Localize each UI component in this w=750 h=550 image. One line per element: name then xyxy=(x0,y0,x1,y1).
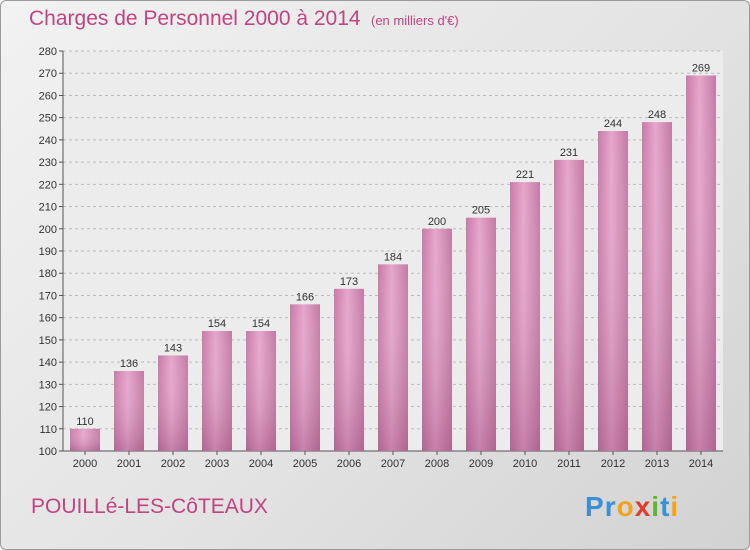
logo-letter: P xyxy=(585,491,605,522)
bar-shade xyxy=(686,75,716,451)
y-tick-label: 260 xyxy=(39,90,57,102)
bar-shade xyxy=(70,428,100,451)
bar-shade xyxy=(202,331,232,451)
logo-letter: i xyxy=(651,491,661,522)
data-label: 221 xyxy=(516,169,534,181)
x-tick-label: 2009 xyxy=(469,458,493,470)
data-label: 154 xyxy=(252,318,270,330)
x-tick-label: 2010 xyxy=(513,458,537,470)
x-tick-label: 2003 xyxy=(205,458,229,470)
y-tick-label: 150 xyxy=(39,335,57,347)
y-tick-label: 250 xyxy=(39,113,57,125)
data-label: 231 xyxy=(560,147,578,159)
x-tick-label: 2008 xyxy=(425,458,449,470)
y-tick-label: 100 xyxy=(39,446,57,458)
bar-shade xyxy=(114,371,144,451)
x-tick-label: 2004 xyxy=(249,458,273,470)
x-tick-label: 2002 xyxy=(161,458,185,470)
y-tick-label: 280 xyxy=(39,46,57,58)
y-tick-label: 230 xyxy=(39,157,57,169)
chart-unit: (en milliers d'€) xyxy=(371,13,459,28)
data-label: 205 xyxy=(472,205,490,217)
town-name: POUILLé-LES-CôTEAUX xyxy=(31,495,268,518)
bar-shade xyxy=(422,228,452,451)
bar-shade xyxy=(334,288,364,451)
y-tick-label: 210 xyxy=(39,202,57,214)
label-layer: 110 136 143 154 154 166 173 184 200 205 221 231 244 2… xyxy=(76,62,710,427)
x-tick-label: 2007 xyxy=(381,458,405,470)
y-tick-label: 190 xyxy=(39,246,57,258)
x-tick-label: 2006 xyxy=(337,458,361,470)
data-label: 110 xyxy=(76,416,94,428)
data-label: 248 xyxy=(648,109,666,121)
bar-shade xyxy=(378,264,408,451)
proxiti-logo: Proxiti xyxy=(585,491,679,523)
logo-letter: r xyxy=(604,491,617,522)
x-tick-label: 2011 xyxy=(557,458,581,470)
data-label: 166 xyxy=(296,291,314,303)
y-tick-label: 220 xyxy=(39,179,57,191)
data-label: 136 xyxy=(120,358,138,370)
y-tick-label: 270 xyxy=(39,68,57,80)
data-label: 244 xyxy=(604,118,622,130)
data-label: 200 xyxy=(428,216,446,228)
y-tick-label: 110 xyxy=(39,424,57,436)
bar-shade xyxy=(554,159,584,451)
logo-letter: x xyxy=(634,491,652,522)
bar-layer xyxy=(70,75,716,451)
y-tick-label: 170 xyxy=(39,290,57,302)
data-label: 173 xyxy=(340,276,358,288)
chart-title: Charges de Personnel 2000 à 2014 xyxy=(29,7,361,30)
y-tick-label: 180 xyxy=(39,268,57,280)
y-tick-label: 120 xyxy=(39,402,57,414)
y-tick-label: 200 xyxy=(39,224,57,236)
y-tick-label: 130 xyxy=(39,379,57,391)
bar-shade xyxy=(158,355,188,451)
bar-shade xyxy=(246,331,276,451)
data-label: 143 xyxy=(164,342,182,354)
axis-layer: 100 110 120 130 140 150 160 170 180 190 200 210 220 2… xyxy=(39,46,723,470)
y-tick-label: 140 xyxy=(39,357,57,369)
x-tick-label: 2000 xyxy=(73,458,97,470)
bar-shade xyxy=(466,217,496,451)
x-tick-label: 2005 xyxy=(293,458,317,470)
bar-shade xyxy=(290,304,320,451)
x-tick-label: 2013 xyxy=(645,458,669,470)
logo-letter: o xyxy=(616,491,635,522)
bar-shade xyxy=(510,182,540,451)
y-tick-label: 240 xyxy=(39,135,57,147)
y-tick-label: 160 xyxy=(39,313,57,325)
logo-letter: t xyxy=(660,491,671,522)
x-tick-label: 2001 xyxy=(117,458,141,470)
x-tick-label: 2012 xyxy=(601,458,625,470)
bar-shade xyxy=(598,131,628,451)
logo-letter: i xyxy=(670,491,680,522)
data-label: 269 xyxy=(692,62,710,74)
data-label: 184 xyxy=(384,251,402,263)
data-label: 154 xyxy=(208,318,226,330)
x-tick-label: 2014 xyxy=(689,458,713,470)
bar-shade xyxy=(642,122,672,451)
